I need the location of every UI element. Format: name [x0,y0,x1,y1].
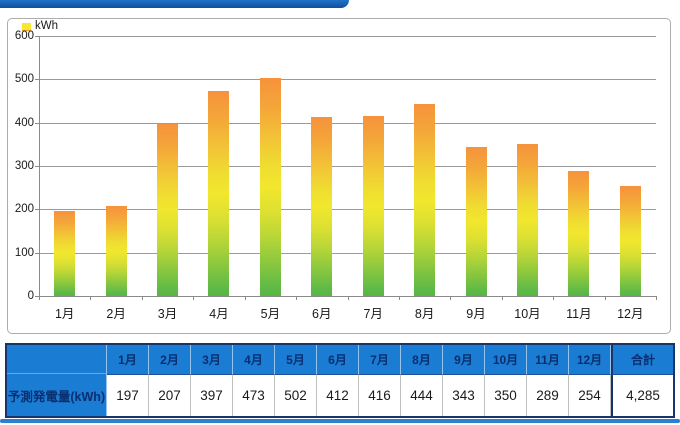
yellow-marker-icon [22,23,31,31]
y-tick-500 [35,79,39,81]
table-value-cell: 502 [275,374,317,416]
x-tick-3 [193,296,195,300]
x-axis-label-5月: 5月 [260,307,281,321]
y-axis-label-300: 300 [14,160,34,172]
y-tick-600 [35,36,39,37]
table-header-9月: 9月 [443,345,485,374]
x-axis-label-7月: 7月 [363,307,383,321]
table-header-1月: 1月 [107,345,149,374]
bar-chart-panel: kWh 0 100 200 300 400 500 600 1月 2月 3月 4月 5月 6月 7月 8月 9… [7,18,671,334]
table-corner-cell [7,345,107,374]
y-axis-label-400: 400 [14,116,34,129]
table-value-cell: 207 [149,374,191,416]
x-axis-label-11月: 11月 [566,307,592,321]
x-tick-8 [450,296,452,300]
table-header-5月: 5月 [275,345,317,374]
bar-5月 [259,78,281,296]
bar-4月 [208,91,230,296]
x-axis-label-2月: 2月 [106,307,126,321]
bar-12月 [619,185,641,296]
x-tick-6 [347,296,349,300]
y-tick-100 [35,252,39,254]
table-value-cell: 289 [527,374,569,416]
table-value-cell: 343 [443,374,485,416]
y-tick-0 [35,296,39,297]
bar-6月 [311,117,333,296]
x-tick-11 [604,296,606,300]
x-tick-2 [141,296,143,300]
y-axis-label-100: 100 [14,246,34,259]
y-axis-label-0: 0 [27,290,34,302]
bar-7月 [362,115,384,296]
gridline-y-500 [39,79,656,81]
table-header-7月: 7月 [359,345,401,374]
y-axis-label-200: 200 [14,203,34,216]
bar-chart-plot: 0 100 200 300 400 500 600 1月 2月 3月 4月 5月 6月 7月 8月 9月 10月… [8,19,670,333]
bar-10月 [516,144,538,296]
y-axis-unit-label: kWh [35,20,58,32]
table-header-4月: 4月 [233,345,275,374]
bar-9月 [465,147,487,296]
y-tick-300 [35,166,39,167]
x-tick-0 [39,296,40,300]
x-axis-label-1月: 1月 [54,307,75,321]
x-tick-12 [656,296,657,300]
table-header-11月: 11月 [527,345,569,374]
x-axis-label-8月: 8月 [414,307,435,321]
table-value-cell: 197 [107,374,149,416]
x-axis-label-4月: 4月 [209,307,229,321]
table-header-3月: 3月 [191,345,233,374]
monthly-generation-table: 1月 2月 3月 4月 5月 6月 7月 8月 9月 10月 11月 12月 合計予測発電量(kWh) 1… [5,343,675,418]
table-value-cell: 350 [485,374,527,416]
table-value-cell: 4,285 [611,374,673,416]
gridline-y-100 [39,252,656,254]
y-tick-400 [35,122,39,124]
y-axis-label-600: 600 [14,30,34,42]
table-value-cell: 473 [233,374,275,416]
y-tick-200 [35,209,39,211]
gridline-y-600 [39,36,656,37]
bar-11月 [568,170,590,296]
gridline-y-300 [39,166,656,167]
table-header-12月: 12月 [569,345,611,374]
x-axis-label-9月: 9月 [466,307,486,321]
table-header-8月: 8月 [401,345,443,374]
table-header-10月: 10月 [485,345,527,374]
x-axis-label-6月: 6月 [312,307,332,321]
table-row-header: 予測発電量(kWh) [7,374,107,416]
x-axis-label-10月: 10月 [514,307,541,321]
bottom-border-rule [0,419,680,423]
x-tick-7 [398,296,400,300]
gridline-y-200 [39,209,656,211]
x-tick-9 [501,296,503,300]
bar-8月 [414,103,436,296]
bar-1月 [54,210,76,296]
table-value-cell: 416 [359,374,401,416]
x-axis-label-12月: 12月 [617,307,644,321]
table-header-6月: 6月 [317,345,359,374]
table-value-cell: 444 [401,374,443,416]
title-banner-cropped [0,0,349,8]
bar-2月 [105,206,127,296]
table-value-cell: 254 [569,374,611,416]
y-axis-label-500: 500 [14,73,34,86]
gridline-y-400 [39,122,656,124]
x-tick-4 [244,296,246,300]
y-axis-line [39,36,40,296]
bar-3月 [157,123,179,296]
table-value-cell: 412 [317,374,359,416]
x-tick-1 [90,296,92,300]
x-tick-5 [296,296,298,300]
x-axis-label-3月: 3月 [157,307,178,321]
table-value-cell: 397 [191,374,233,416]
table-header-合計: 合計 [611,345,673,374]
table-header-2月: 2月 [149,345,191,374]
x-tick-10 [553,296,555,300]
